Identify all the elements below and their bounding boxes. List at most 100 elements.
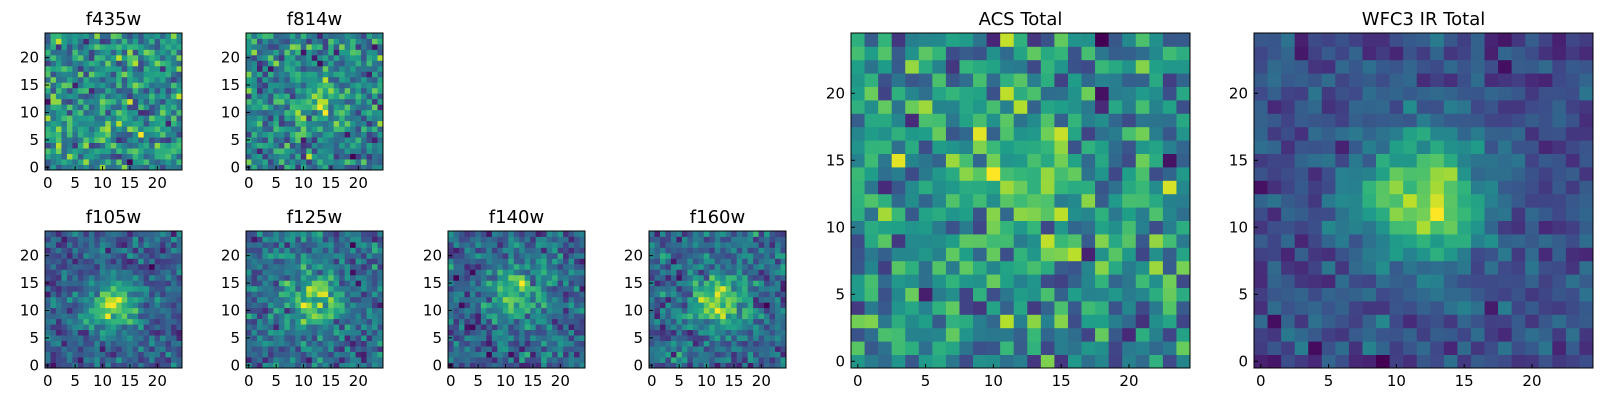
heatmap-cell xyxy=(1067,314,1082,329)
heatmap-cell xyxy=(775,313,781,320)
heatmap-cell xyxy=(1000,153,1015,168)
heatmap-cell xyxy=(1511,180,1526,195)
heatmap-cell xyxy=(1176,113,1191,128)
heatmap-cell xyxy=(692,351,699,358)
heatmap-cell xyxy=(1416,207,1431,221)
heatmap-cell xyxy=(322,236,329,243)
heatmap-cell xyxy=(1294,354,1309,369)
heatmap-cell xyxy=(1162,33,1177,47)
heatmap-cell xyxy=(138,43,145,50)
heatmap-cell xyxy=(1579,287,1594,302)
heatmap-cell xyxy=(110,313,117,320)
heatmap-cell xyxy=(1013,59,1028,74)
heatmap-cell xyxy=(1362,301,1377,315)
heatmap-cell xyxy=(681,329,688,336)
heatmap-cell xyxy=(99,302,106,309)
heatmap-cell xyxy=(1484,207,1499,221)
heatmap-cell xyxy=(45,131,51,138)
heatmap-cell xyxy=(361,153,367,160)
heatmap-cell xyxy=(703,346,710,352)
heatmap-cell xyxy=(959,167,974,181)
heatmap-cell xyxy=(692,307,699,314)
heatmap-cell xyxy=(88,126,95,133)
heatmap-cell xyxy=(932,167,947,181)
heatmap-cell xyxy=(262,126,269,133)
heatmap-cell xyxy=(121,346,128,352)
heatmap-cell xyxy=(703,329,710,336)
heatmap-cell xyxy=(72,346,79,352)
heatmap-cell xyxy=(83,87,90,94)
heatmap-cell xyxy=(372,71,378,78)
heatmap-cell xyxy=(311,142,318,149)
heatmap-cell xyxy=(328,43,335,50)
heatmap-cell xyxy=(94,137,101,143)
heatmap-cell xyxy=(132,252,139,259)
heatmap-cell xyxy=(568,313,575,320)
heatmap-cell xyxy=(262,362,269,369)
heatmap-cell xyxy=(453,241,460,248)
heatmap-cell xyxy=(77,153,84,160)
heatmap-cell xyxy=(132,351,139,358)
heatmap-cell xyxy=(1416,301,1431,315)
heatmap-cell xyxy=(742,291,749,298)
heatmap-cell xyxy=(317,137,324,143)
heatmap-cell xyxy=(703,313,710,320)
heatmap-cell xyxy=(769,302,776,309)
heatmap-cell xyxy=(1335,126,1350,141)
heatmap-cell xyxy=(284,252,291,259)
heatmap-cell xyxy=(932,153,947,168)
heatmap-cell xyxy=(361,302,367,309)
heatmap-cell xyxy=(709,318,716,325)
heatmap-cell xyxy=(165,324,172,331)
heatmap-cell xyxy=(361,362,367,369)
heatmap-cell xyxy=(377,236,384,243)
heatmap-cell xyxy=(714,335,721,341)
heatmap-cell xyxy=(535,307,542,314)
heatmap-cell xyxy=(519,274,526,281)
heatmap-cell xyxy=(83,351,90,358)
heatmap-cell xyxy=(366,120,373,127)
y-tick-label: 5 xyxy=(633,329,643,347)
heatmap-cell xyxy=(149,362,155,369)
heatmap-cell xyxy=(535,269,542,276)
heatmap-cell xyxy=(127,291,134,298)
heatmap-cell xyxy=(273,38,280,45)
heatmap-cell xyxy=(72,269,79,276)
heatmap-cell xyxy=(273,33,280,39)
heatmap-cell xyxy=(1416,220,1431,235)
heatmap-cell xyxy=(110,148,117,154)
heatmap-cell xyxy=(160,109,166,116)
heatmap-cell xyxy=(127,153,134,160)
heatmap-cell xyxy=(306,43,313,50)
heatmap-cell xyxy=(557,280,564,287)
heatmap-cell xyxy=(300,115,307,122)
heatmap-cell xyxy=(1095,341,1110,355)
heatmap-cell xyxy=(366,236,373,243)
heatmap-cell xyxy=(306,318,313,325)
heatmap-cell xyxy=(61,76,68,83)
heatmap-cell xyxy=(736,291,743,298)
heatmap-cell xyxy=(780,357,787,363)
heatmap-cell xyxy=(519,324,526,331)
heatmap-cell xyxy=(1335,260,1350,275)
y-tick-label: 20 xyxy=(20,247,39,265)
heatmap-cell xyxy=(350,335,356,341)
heatmap-cell xyxy=(262,49,269,56)
heatmap-cell xyxy=(725,307,732,314)
heatmap-cell xyxy=(1013,153,1028,168)
heatmap-cell xyxy=(372,231,378,237)
heatmap-cell xyxy=(88,87,95,94)
heatmap-cell xyxy=(256,274,263,281)
heatmap-cell xyxy=(377,49,384,56)
heatmap-cell xyxy=(475,274,482,281)
heatmap-cell xyxy=(278,236,285,243)
heatmap-cell xyxy=(99,318,106,325)
heatmap-cell xyxy=(986,287,1001,302)
y-tick-label: 5 xyxy=(29,329,39,347)
heatmap-cell xyxy=(300,236,307,243)
heatmap-cell xyxy=(289,54,296,61)
heatmap-cell xyxy=(306,302,313,309)
heatmap-cell xyxy=(350,82,356,89)
heatmap-cell xyxy=(176,43,183,50)
heatmap-cell xyxy=(61,318,68,325)
